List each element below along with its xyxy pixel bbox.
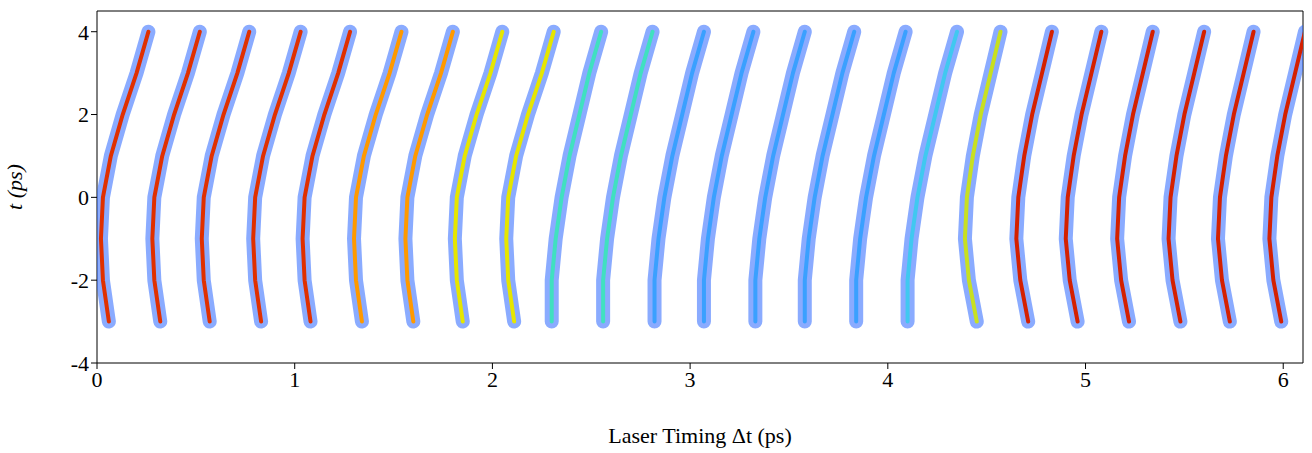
- svg-text:0: 0: [92, 367, 103, 392]
- svg-text:4: 4: [78, 20, 89, 45]
- svg-text:3: 3: [685, 367, 696, 392]
- svg-text:-4: -4: [71, 351, 89, 376]
- svg-text:1: 1: [289, 367, 300, 392]
- svg-text:0: 0: [78, 185, 89, 210]
- svg-text:Laser Timing Δt (ps): Laser Timing Δt (ps): [608, 423, 791, 448]
- svg-text:2: 2: [78, 102, 89, 127]
- svg-text:5: 5: [1080, 367, 1091, 392]
- svg-text:6: 6: [1278, 367, 1289, 392]
- svg-text:t (ps): t (ps): [2, 164, 27, 210]
- svg-text:-2: -2: [71, 268, 89, 293]
- svg-text:4: 4: [882, 367, 893, 392]
- svg-text:2: 2: [487, 367, 498, 392]
